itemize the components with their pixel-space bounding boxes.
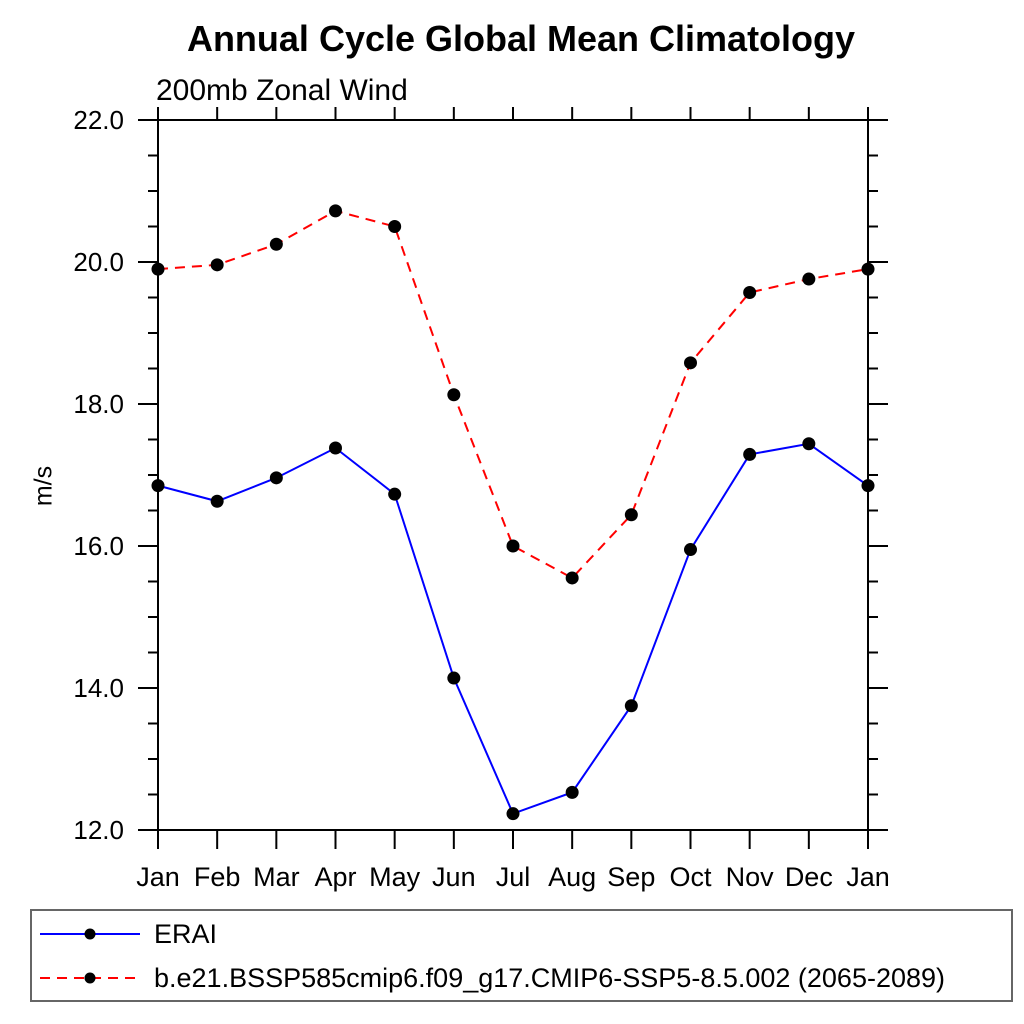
chart-subtitle: 200mb Zonal Wind xyxy=(156,74,408,107)
data-point-model-1 xyxy=(210,258,224,272)
data-point-model-12 xyxy=(861,262,875,276)
data-point-erai-9 xyxy=(684,543,697,557)
legend-box: ERAI b.e21.BSSP585cmip6.f09_g17.CMIP6-SS… xyxy=(30,909,1013,1002)
data-point-model-5 xyxy=(447,388,461,402)
legend-sample-model-line xyxy=(40,972,140,984)
data-point-model-9 xyxy=(684,356,697,370)
data-point-erai-4 xyxy=(388,487,402,501)
legend-marker-sample xyxy=(84,928,96,940)
x-tick-label: Jun xyxy=(432,862,476,892)
data-point-model-3 xyxy=(329,204,342,218)
data-point-model-4 xyxy=(388,220,402,233)
data-point-model-2 xyxy=(269,237,283,251)
data-point-erai-1 xyxy=(210,494,224,508)
model-line xyxy=(157,209,869,580)
legend-label-erai: ERAI xyxy=(154,918,218,949)
data-point-erai-7 xyxy=(565,785,579,799)
x-tick-label: Jan xyxy=(136,862,180,892)
y-tick-label: 18.0 xyxy=(73,389,124,419)
data-point-model-8 xyxy=(624,508,638,522)
data-point-erai-11 xyxy=(802,437,816,451)
plot-frame xyxy=(157,119,869,831)
legend-entry-erai: ERAI xyxy=(38,919,217,949)
data-point-erai-3 xyxy=(329,441,342,455)
x-tick-label: Mar xyxy=(253,862,300,892)
y-tick-label: 22.0 xyxy=(73,105,124,135)
y-tick-label: 16.0 xyxy=(73,531,124,561)
data-point-erai-8 xyxy=(624,699,638,713)
x-tick-label: Apr xyxy=(314,862,356,892)
x-tick-label: Sep xyxy=(607,862,655,892)
data-point-erai-0 xyxy=(151,479,165,493)
legend-entry-model: b.e21.BSSP585cmip6.f09_g17.CMIP6-SSP5-8.… xyxy=(38,963,945,993)
data-point-model-0 xyxy=(151,262,165,276)
data-point-model-7 xyxy=(565,571,579,585)
data-point-erai-5 xyxy=(447,671,461,685)
erai-line xyxy=(157,442,869,815)
y-tick-label: 12.0 xyxy=(73,815,124,845)
x-tick-label: Feb xyxy=(194,862,241,892)
data-point-model-10 xyxy=(743,286,757,300)
legend-label-model: b.e21.BSSP585cmip6.f09_g17.CMIP6-SSP5-8.… xyxy=(154,962,946,993)
data-point-erai-10 xyxy=(743,447,757,461)
x-tick-label: Dec xyxy=(785,862,833,892)
data-point-erai-12 xyxy=(861,479,875,493)
data-point-erai-2 xyxy=(269,471,283,485)
x-tick-label: Aug xyxy=(548,862,596,892)
y-tick-label: 14.0 xyxy=(73,673,124,703)
data-point-model-6 xyxy=(506,539,520,553)
chart-title: Annual Cycle Global Mean Climatology xyxy=(186,18,856,59)
x-tick-label: Jan xyxy=(846,862,890,892)
data-point-model-11 xyxy=(802,272,816,286)
x-tick-label: May xyxy=(369,862,421,892)
y-tick-label: 20.0 xyxy=(73,247,124,277)
legend-sample-erai-line xyxy=(40,928,140,940)
data-point-erai-6 xyxy=(506,807,520,821)
x-tick-label: Oct xyxy=(669,862,712,892)
x-tick-label: Nov xyxy=(726,862,775,892)
x-tick-label: Jul xyxy=(496,862,531,892)
legend-marker-sample xyxy=(84,972,96,984)
